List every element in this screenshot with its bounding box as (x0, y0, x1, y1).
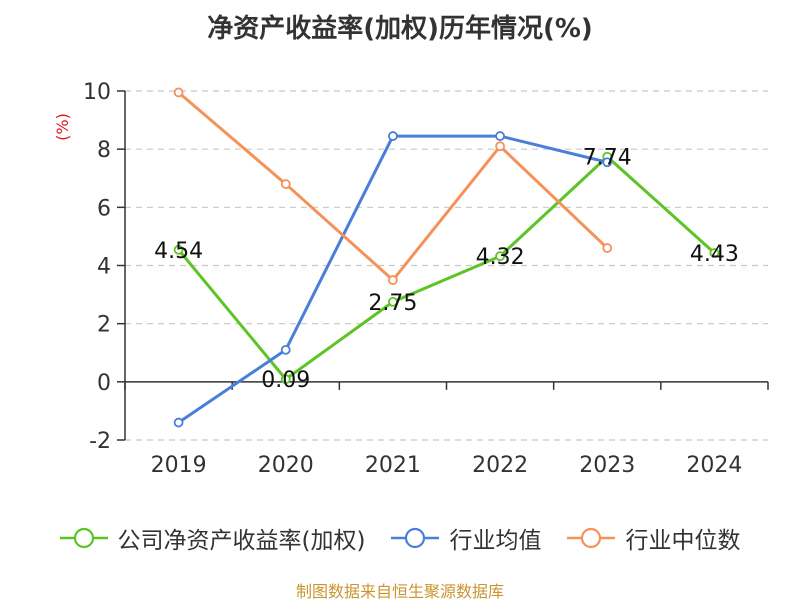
data-point (173, 417, 184, 428)
y-tick-label: 2 (97, 313, 111, 338)
data-label: 7.74 (583, 146, 632, 171)
series-0 (173, 151, 720, 385)
legend-item[interactable]: 行业均值 (391, 521, 541, 555)
data-label: 4.32 (476, 245, 525, 270)
legend-label: 行业均值 (449, 528, 542, 554)
data-label: 2.75 (368, 291, 417, 316)
legend: 公司净资产收益率(加权) 行业均值 行业中位数 (0, 516, 800, 560)
x-tick-label: 2019 (151, 453, 207, 478)
data-point (388, 296, 398, 307)
series-line (177, 155, 716, 381)
data-point (495, 131, 505, 141)
series-layer (173, 87, 720, 428)
data-label: 4.54 (154, 239, 203, 264)
y-tick-label: 6 (97, 196, 111, 221)
x-tick-label: 2023 (579, 453, 635, 478)
data-point (602, 243, 613, 253)
legend-item[interactable]: 行业中位数 (567, 521, 740, 555)
data-point (280, 374, 291, 385)
x-tick-label: 2020 (258, 453, 314, 478)
series-2 (173, 87, 613, 285)
y-tick-label: 10 (83, 80, 111, 105)
x-tick-label: 2024 (686, 453, 742, 478)
data-point (602, 157, 613, 168)
data-point (280, 344, 291, 355)
series-line (177, 91, 609, 282)
data-point (495, 141, 505, 152)
data-point (709, 248, 720, 258)
data-label: 0.09 (261, 368, 310, 393)
legend-swatch-icon (391, 527, 440, 549)
legend-swatch-icon (567, 527, 616, 549)
x-tick-label: 2022 (472, 453, 528, 478)
legend-label: 行业中位数 (625, 528, 741, 554)
legend-swatch-icon (59, 527, 108, 549)
grid-layer (125, 90, 768, 441)
data-point (173, 244, 184, 255)
y-tick-label: -2 (89, 429, 111, 454)
data-point (388, 131, 398, 141)
data-point (173, 87, 184, 98)
data-point (280, 179, 291, 189)
y-axis-title: (%) (53, 113, 72, 141)
axis-layer: -2 0 2 4 6 8 10 2019 2020 2021 2022 2023 2024 (83, 80, 769, 478)
data-label-layer: 4.54 0.09 2.75 4.32 7.74 4.43 (154, 146, 739, 393)
series-1 (173, 131, 613, 428)
chart-title: 净资产收益率(加权)历年情况(%) (207, 14, 593, 44)
y-tick-label: 8 (97, 138, 111, 163)
y-tick-label: 0 (97, 371, 111, 396)
data-label: 4.43 (690, 242, 739, 267)
legend-label: 公司净资产收益率(加权) (117, 528, 366, 554)
data-point (495, 251, 505, 262)
data-point (388, 275, 398, 285)
legend-item[interactable]: 公司净资产收益率(加权) (59, 521, 366, 555)
y-tick-label: 4 (97, 255, 111, 280)
x-tick-label: 2021 (365, 453, 421, 478)
source-note: 制图数据来自恒生聚源数据库 (295, 582, 504, 601)
